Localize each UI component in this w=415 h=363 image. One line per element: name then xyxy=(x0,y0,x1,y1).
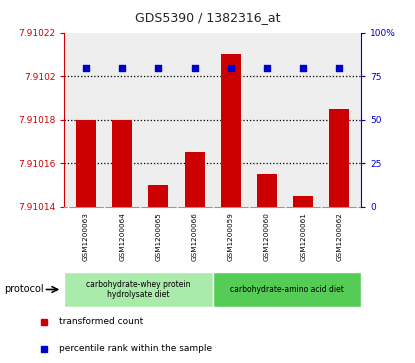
Point xyxy=(300,65,306,70)
Bar xyxy=(221,54,241,207)
Text: carbohydrate-whey protein
hydrolysate diet: carbohydrate-whey protein hydrolysate di… xyxy=(86,280,191,299)
Text: GSM1200066: GSM1200066 xyxy=(192,212,198,261)
Text: GSM1200064: GSM1200064 xyxy=(119,212,125,261)
Point xyxy=(336,65,343,70)
Text: GSM1200059: GSM1200059 xyxy=(228,212,234,261)
Point xyxy=(227,65,234,70)
Text: GSM1200060: GSM1200060 xyxy=(264,212,270,261)
Point xyxy=(119,65,126,70)
Point xyxy=(83,65,89,70)
Bar xyxy=(64,272,213,307)
Text: GSM1200061: GSM1200061 xyxy=(300,212,306,261)
Text: GSM1200065: GSM1200065 xyxy=(155,212,161,261)
Point xyxy=(191,65,198,70)
Bar xyxy=(76,120,96,207)
Text: percentile rank within the sample: percentile rank within the sample xyxy=(59,344,212,354)
Bar xyxy=(257,174,277,207)
Bar xyxy=(185,152,205,207)
Text: protocol: protocol xyxy=(4,285,44,294)
Point xyxy=(264,65,270,70)
Text: GSM1200063: GSM1200063 xyxy=(83,212,89,261)
Bar xyxy=(213,272,361,307)
Bar xyxy=(112,120,132,207)
Text: carbohydrate-amino acid diet: carbohydrate-amino acid diet xyxy=(230,285,344,294)
Text: GSM1200062: GSM1200062 xyxy=(336,212,342,261)
Bar xyxy=(293,196,313,207)
Point xyxy=(155,65,162,70)
Bar xyxy=(330,109,349,207)
Bar xyxy=(149,185,168,207)
Text: transformed count: transformed count xyxy=(59,317,143,326)
Text: GDS5390 / 1382316_at: GDS5390 / 1382316_at xyxy=(135,11,280,24)
